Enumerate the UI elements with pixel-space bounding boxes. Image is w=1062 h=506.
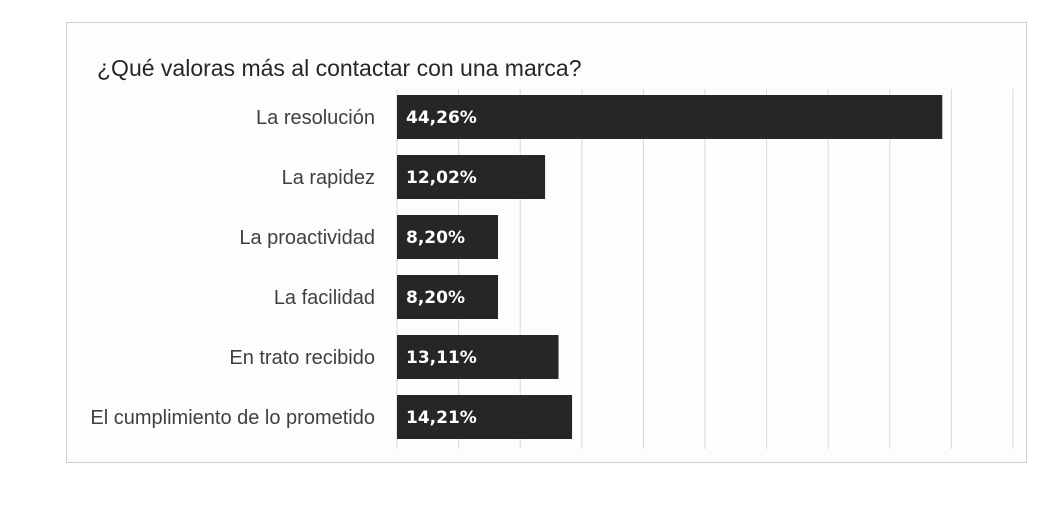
- bar: [397, 335, 559, 379]
- chart-title: ¿Qué valoras más al contactar con una ma…: [97, 55, 582, 81]
- gridlines: [396, 89, 1014, 449]
- category-labels: La resolución La rapidez La proactividad La…: [90, 107, 375, 429]
- bars: [397, 95, 943, 439]
- bar: [397, 155, 546, 199]
- value-labels: 44,26% 12,02% 8,20% 8,20% 13,11% 14,21%: [406, 108, 477, 428]
- category-label: El cumplimiento de lo prometido: [90, 407, 375, 429]
- category-label: En trato recibido: [229, 347, 375, 369]
- bar: [397, 95, 943, 139]
- category-label: La resolución: [256, 107, 375, 129]
- bar-chart: ¿Qué valoras más al contactar con una ma…: [90, 55, 1014, 449]
- chart-frame: ¿Qué valoras más al contactar con una ma…: [66, 22, 1027, 463]
- data-label: 8,20%: [406, 228, 465, 248]
- bar: [397, 395, 573, 439]
- data-label: 14,21%: [406, 408, 477, 428]
- category-label: La rapidez: [282, 167, 375, 189]
- data-label: 8,20%: [406, 288, 465, 308]
- data-label: 44,26%: [406, 108, 477, 128]
- category-label: La facilidad: [274, 287, 375, 309]
- bar: [397, 215, 499, 259]
- data-label: 13,11%: [406, 348, 477, 368]
- bar: [397, 275, 499, 319]
- category-label: La proactividad: [239, 227, 375, 249]
- data-label: 12,02%: [406, 168, 477, 188]
